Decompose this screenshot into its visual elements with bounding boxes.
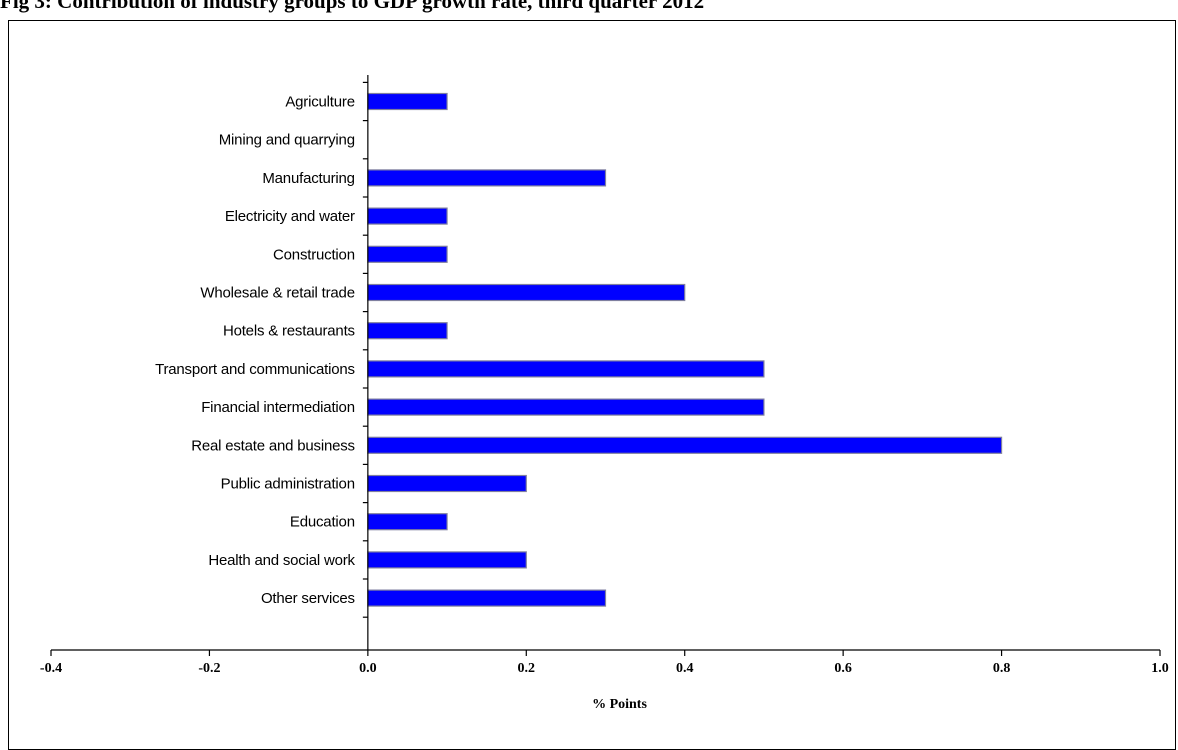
category-label: Transport and communications [155, 361, 355, 378]
category-label: Health and social work [208, 552, 355, 569]
category-label: Public administration [221, 476, 355, 493]
x-tick-label: 0.2 [518, 661, 536, 676]
bar [367, 360, 765, 378]
axes-group [50, 75, 1161, 656]
bar [367, 283, 686, 302]
bar [367, 589, 607, 607]
bar [367, 474, 527, 493]
bar [367, 551, 527, 569]
bar [367, 245, 448, 263]
bar [367, 398, 765, 416]
x-tick-label: -0.2 [198, 661, 220, 676]
x-tick-label: -0.4 [40, 661, 62, 676]
x-tick-label: 0.8 [993, 661, 1011, 676]
category-label: Financial intermediation [201, 399, 355, 416]
bar [367, 513, 448, 531]
bar [367, 169, 607, 187]
category-labels: Agriculture Mining and quarrying Manufactu… [155, 94, 356, 608]
category-label: Hotels & restaurants [223, 323, 355, 340]
chart-title: Fig 3: Contribution of industry groups t… [0, 0, 705, 13]
category-label: Other services [261, 590, 355, 607]
bars-group [367, 92, 1003, 607]
category-label: Electricity and water [225, 208, 355, 225]
bar [367, 92, 448, 111]
category-label: Wholesale & retail trade [200, 285, 354, 302]
category-label: Construction [273, 246, 355, 263]
category-label: Manufacturing [262, 170, 354, 187]
category-label: Real estate and business [191, 437, 355, 454]
x-tick-label: 1.0 [1151, 661, 1169, 676]
category-label: Mining and quarrying [219, 132, 355, 149]
category-label: Education [290, 514, 355, 531]
category-label: Agriculture [285, 94, 355, 111]
bar [367, 207, 448, 225]
x-tick-label: 0.6 [834, 661, 852, 676]
bar [367, 436, 1003, 454]
x-tick-labels: -0.4 -0.2 0.0 0.2 0.4 0.6 0.8 1.0 [40, 661, 1169, 676]
x-tick-label: 0.4 [676, 661, 694, 676]
bar [367, 322, 448, 340]
x-axis-title: % Points [592, 697, 647, 712]
x-tick-label: 0.0 [359, 661, 377, 676]
